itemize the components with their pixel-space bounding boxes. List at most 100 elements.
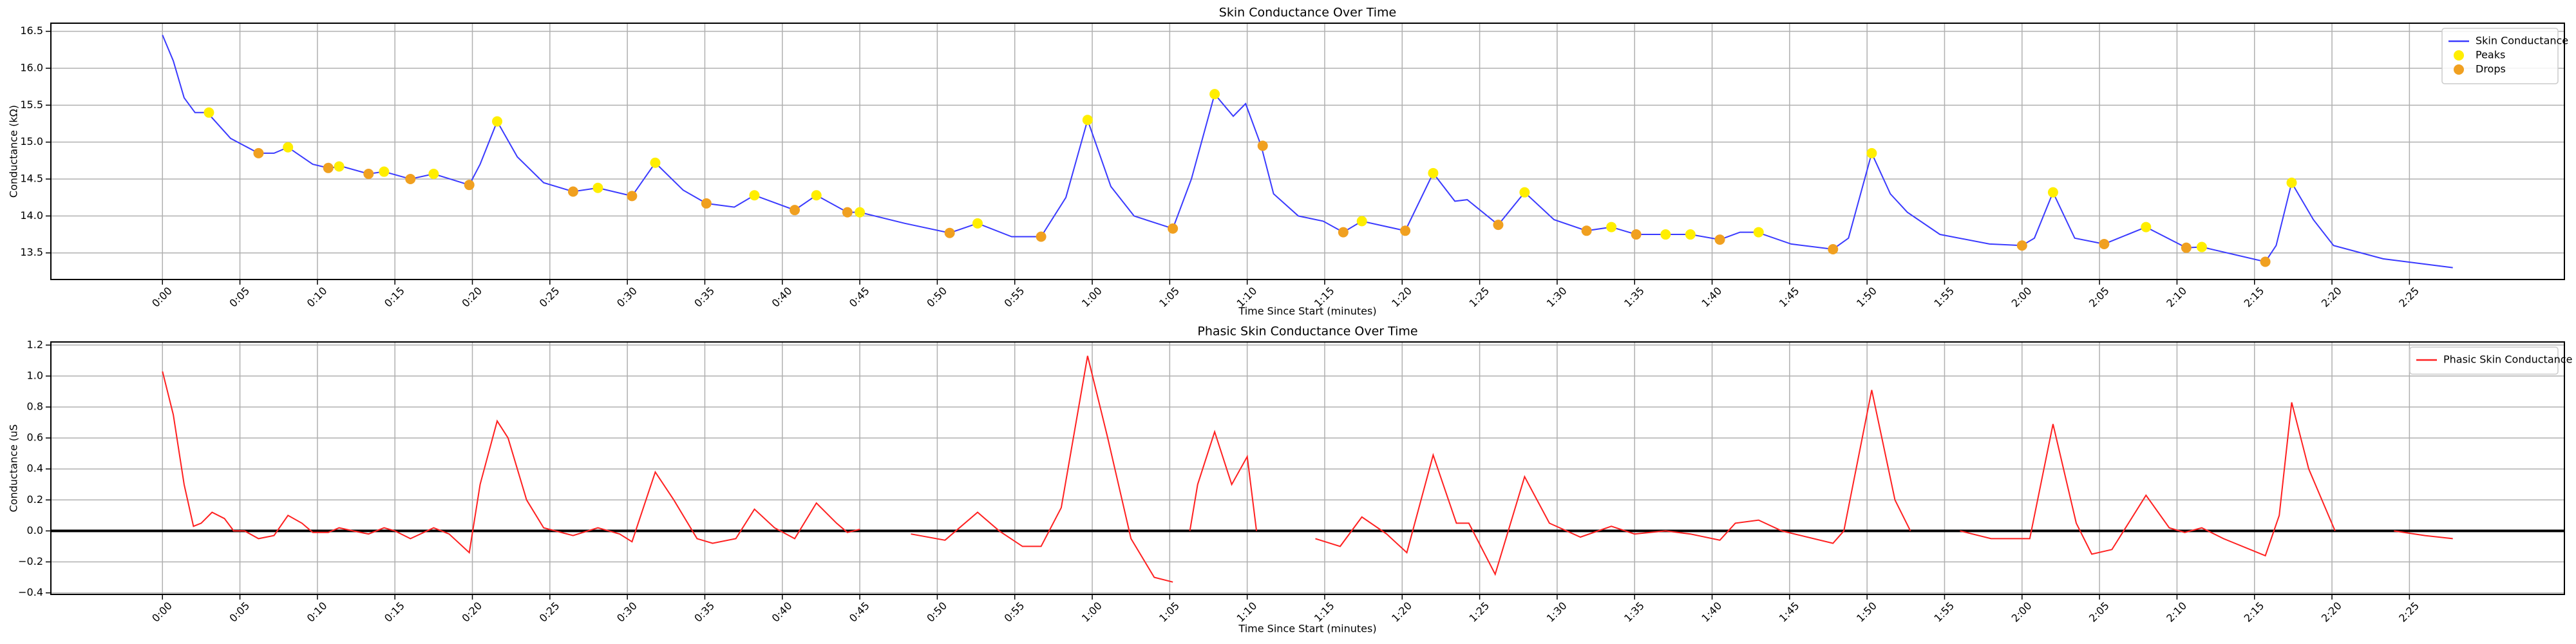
x-tick-label: 2:00 [2009, 600, 2034, 625]
data-point [944, 227, 955, 238]
chart-title: Phasic Skin Conductance Over Time [1197, 325, 1417, 339]
x-tick-label: 1:00 [1079, 285, 1104, 310]
y-tick-label: 14.0 [20, 209, 43, 222]
data-point [1519, 187, 1530, 198]
x-tick-label: 2:10 [2164, 285, 2189, 310]
x-tick-label: 1:25 [1466, 600, 1492, 625]
data-point [283, 142, 294, 153]
y-tick-label: 1.0 [27, 369, 43, 381]
x-tick-label: 0:00 [149, 285, 175, 310]
data-point [749, 190, 760, 201]
data-point [253, 147, 264, 158]
x-tick-label: 1:30 [1544, 600, 1569, 625]
data-point [2047, 187, 2058, 198]
y-tick-label: 16.5 [20, 24, 43, 37]
x-tick-label: 1:45 [1777, 285, 1802, 310]
x-tick-label: 2:05 [2087, 285, 2112, 310]
data-point [1338, 227, 1349, 238]
x-tick-label: 1:05 [1157, 285, 1182, 310]
x-tick-label: 1:10 [1235, 600, 1260, 625]
x-tick-label: 0:10 [305, 285, 330, 310]
x-tick-label: 0:50 [924, 600, 949, 625]
data-point [2016, 240, 2027, 251]
x-tick-label: 2:25 [2396, 285, 2421, 310]
y-tick-label: 1.2 [27, 338, 43, 350]
data-line [162, 35, 2453, 269]
x-tick-label: 1:35 [1622, 600, 1647, 625]
data-line [162, 355, 2453, 583]
legend: Skin Conductance Peaks Drops [2441, 28, 2568, 84]
x-tick-label: 1:20 [1389, 285, 1414, 310]
data-point [1714, 234, 1725, 245]
data-point [1257, 140, 1268, 151]
x-tick-label: 2:20 [2319, 285, 2344, 310]
plot-frame [50, 23, 2565, 280]
y-tick-label: 13.5 [20, 246, 43, 258]
chart-title: Skin Conductance Over Time [1219, 6, 1396, 20]
data-point [1209, 89, 1220, 100]
x-tick-label: 0:25 [537, 600, 562, 625]
x-tick-label: 1:15 [1312, 600, 1337, 625]
data-point [405, 174, 416, 185]
y-tick-label: 15.5 [20, 99, 43, 111]
x-tick-label: 1:35 [1622, 285, 1647, 310]
x-tick-label: 1:30 [1544, 285, 1569, 310]
y-tick-label: 0.0 [27, 524, 43, 536]
data-point [592, 182, 603, 193]
data-point [379, 166, 390, 177]
plot-frame [50, 341, 2565, 595]
x-tick-label: 0:15 [382, 600, 407, 625]
data-point [842, 207, 853, 218]
data-point [2260, 256, 2271, 267]
data-point [1753, 227, 1764, 238]
legend-box [2409, 346, 2559, 375]
y-tick-label: 16.0 [20, 61, 43, 73]
data-point [1356, 216, 1367, 227]
data-point [1082, 115, 1093, 126]
legend-swatch [2454, 50, 2464, 61]
data-point [2181, 242, 2192, 253]
data-point [492, 116, 503, 127]
x-tick-label: 2:00 [2009, 285, 2034, 310]
data-point [334, 161, 345, 172]
data-point [1606, 222, 1617, 232]
x-axis-label: Time Since Start (minutes) [1238, 305, 1376, 317]
legend: Phasic Skin Conductance [2409, 346, 2572, 375]
x-tick-label: 0:50 [924, 285, 949, 310]
x-tick-label: 0:20 [459, 600, 484, 625]
data-point [1036, 231, 1046, 242]
x-tick-label: 0:45 [847, 285, 872, 310]
data-point [363, 168, 374, 179]
x-tick-label: 1:40 [1699, 285, 1724, 310]
data-point [428, 168, 439, 179]
x-axis-label: Time Since Start (minutes) [1238, 623, 1376, 635]
y-axis-label: Conductance (kΩ) [8, 105, 20, 198]
x-tick-label: 0:40 [770, 285, 795, 310]
data-point [2196, 242, 2207, 252]
x-tick-label: 2:10 [2164, 600, 2189, 625]
x-tick-label: 1:00 [1079, 600, 1104, 625]
data-point [2141, 222, 2152, 232]
data-point [1168, 223, 1179, 234]
x-tick-label: 1:25 [1466, 285, 1492, 310]
x-tick-label: 2:15 [2242, 285, 2267, 310]
x-tick-label: 0:45 [847, 600, 872, 625]
x-tick-label: 0:20 [459, 285, 484, 310]
data-point [1631, 229, 1642, 240]
x-tick-label: 0:30 [614, 285, 639, 310]
x-tick-label: 1:50 [1854, 600, 1879, 625]
data-point [1685, 229, 1696, 240]
y-tick-label: 0.6 [27, 431, 43, 444]
data-point [855, 207, 866, 218]
legend-swatch [2454, 64, 2464, 75]
subplot: 13.5 14.0 14.5 15.0 15.5 16.0 16.5 0:00 0:05 0:10… [8, 6, 2569, 317]
y-tick-label: 0.4 [27, 462, 43, 475]
data-point [972, 218, 983, 229]
x-tick-label: 0:05 [227, 600, 252, 625]
data-point [2286, 177, 2297, 188]
x-tick-label: 0:10 [305, 600, 330, 625]
y-tick-label: 15.0 [20, 135, 43, 147]
y-tick-label: 0.2 [27, 493, 43, 506]
data-point [811, 190, 822, 201]
